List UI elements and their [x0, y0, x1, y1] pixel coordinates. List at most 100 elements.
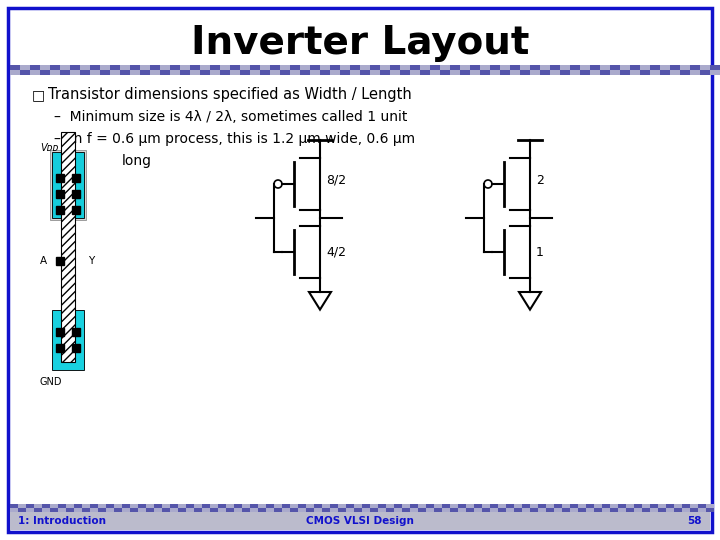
Bar: [474, 508, 482, 512]
Bar: [522, 504, 530, 508]
Bar: [106, 504, 114, 508]
Bar: [698, 504, 706, 508]
Bar: [122, 508, 130, 512]
Bar: [170, 65, 180, 70]
Bar: [50, 504, 58, 508]
Bar: [250, 65, 260, 70]
Bar: [260, 70, 270, 75]
Bar: [98, 508, 106, 512]
Bar: [514, 508, 522, 512]
Bar: [274, 508, 282, 512]
Bar: [282, 508, 290, 512]
Text: 2: 2: [536, 173, 544, 186]
Bar: [394, 504, 402, 508]
Bar: [42, 504, 50, 508]
Bar: [550, 70, 560, 75]
Bar: [426, 504, 434, 508]
Bar: [340, 65, 350, 70]
Bar: [162, 504, 170, 508]
Bar: [226, 504, 234, 508]
Bar: [40, 70, 50, 75]
Bar: [330, 504, 338, 508]
Bar: [120, 65, 130, 70]
Bar: [610, 504, 618, 508]
Bar: [458, 508, 466, 512]
Bar: [250, 508, 258, 512]
Bar: [61, 132, 75, 362]
Bar: [522, 508, 530, 512]
Bar: [202, 504, 210, 508]
Bar: [350, 65, 360, 70]
Bar: [480, 65, 490, 70]
Bar: [640, 65, 650, 70]
Bar: [290, 504, 298, 508]
Bar: [580, 70, 590, 75]
Bar: [594, 508, 602, 512]
Bar: [150, 70, 160, 75]
Bar: [74, 508, 82, 512]
Bar: [500, 70, 510, 75]
Bar: [80, 70, 90, 75]
Bar: [434, 504, 442, 508]
Bar: [210, 70, 220, 75]
Bar: [320, 65, 330, 70]
Bar: [52, 310, 84, 370]
Bar: [402, 508, 410, 512]
Bar: [562, 508, 570, 512]
Bar: [210, 504, 218, 508]
Bar: [470, 65, 480, 70]
Bar: [300, 65, 310, 70]
Bar: [290, 70, 300, 75]
Bar: [540, 65, 550, 70]
Bar: [146, 508, 154, 512]
Bar: [370, 504, 378, 508]
Bar: [266, 504, 274, 508]
Bar: [210, 508, 218, 512]
Bar: [346, 508, 354, 512]
Bar: [200, 70, 210, 75]
Bar: [220, 70, 230, 75]
Text: □: □: [32, 88, 45, 102]
Bar: [386, 508, 394, 512]
Bar: [618, 508, 626, 512]
Text: 58: 58: [688, 516, 702, 526]
Bar: [290, 65, 300, 70]
Bar: [620, 70, 630, 75]
Text: Vᴅᴅ: Vᴅᴅ: [40, 143, 58, 153]
Bar: [682, 508, 690, 512]
Bar: [234, 508, 242, 512]
Bar: [170, 70, 180, 75]
Bar: [560, 65, 570, 70]
Bar: [500, 65, 510, 70]
Bar: [600, 70, 610, 75]
Bar: [90, 508, 98, 512]
Bar: [100, 65, 110, 70]
Bar: [370, 508, 378, 512]
Bar: [230, 70, 240, 75]
Bar: [480, 70, 490, 75]
Bar: [270, 70, 280, 75]
Bar: [266, 508, 274, 512]
Bar: [170, 508, 178, 512]
Bar: [114, 504, 122, 508]
Bar: [658, 508, 666, 512]
Bar: [506, 504, 514, 508]
Bar: [650, 504, 658, 508]
Bar: [674, 508, 682, 512]
Bar: [506, 508, 514, 512]
Bar: [72, 190, 80, 198]
Bar: [498, 504, 506, 508]
Bar: [660, 70, 670, 75]
Bar: [626, 508, 634, 512]
Bar: [10, 65, 20, 70]
Bar: [490, 508, 498, 512]
Bar: [240, 70, 250, 75]
Bar: [72, 344, 80, 352]
Bar: [586, 508, 594, 512]
Bar: [510, 65, 520, 70]
Bar: [220, 65, 230, 70]
Bar: [110, 70, 120, 75]
Bar: [380, 70, 390, 75]
Bar: [458, 504, 466, 508]
Bar: [634, 508, 642, 512]
